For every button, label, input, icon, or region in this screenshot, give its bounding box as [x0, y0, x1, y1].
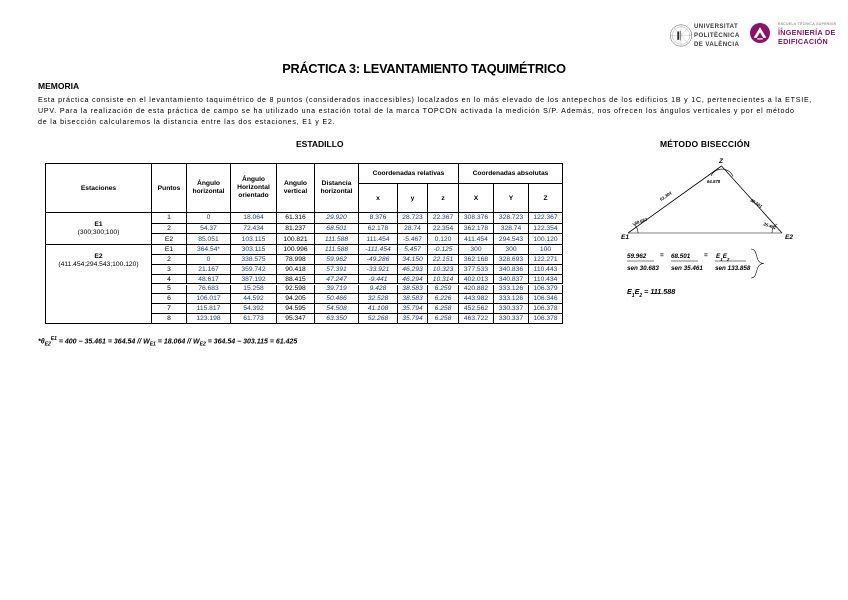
svg-text:E1E2 = 111.588: E1E2 = 111.588: [627, 287, 675, 299]
svg-text:Z: Z: [718, 158, 724, 165]
svg-text:E1E2: E1E2: [716, 253, 730, 262]
svg-text:=: =: [704, 252, 708, 259]
svg-text:80.683: 80.683: [634, 217, 649, 226]
svg-text:64.578: 64.578: [707, 179, 721, 184]
svg-text:E2: E2: [785, 234, 793, 241]
svg-text:61.304: 61.304: [659, 190, 673, 202]
svg-text:68.501: 68.501: [749, 198, 763, 210]
svg-text:sen 30.683: sen 30.683: [627, 265, 659, 272]
svg-text:35.461: 35.461: [763, 221, 778, 230]
svg-text:E1: E1: [621, 234, 629, 241]
svg-text:68.501: 68.501: [671, 253, 691, 260]
svg-text:59.962: 59.962: [627, 253, 647, 260]
svg-text:sen 133.858: sen 133.858: [715, 265, 751, 272]
svg-text:=: =: [660, 252, 664, 259]
svg-text:sen 35.461: sen 35.461: [671, 265, 703, 272]
